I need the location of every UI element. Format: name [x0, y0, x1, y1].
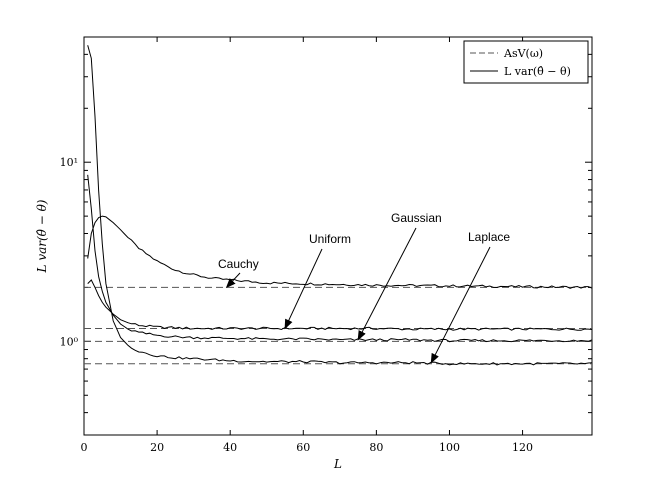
- legend-label-0: AsV(ω): [503, 47, 543, 60]
- y-axis-title: L var(θ̂ − θ): [35, 199, 49, 273]
- x-tick-label: 60: [296, 441, 310, 454]
- legend-label-1: L var(θ̂ − θ): [504, 65, 571, 78]
- series-line-gaussian: [87, 174, 593, 343]
- annotation-arrow-cauchy: [225, 272, 241, 289]
- annotation-laplace: Laplace: [468, 230, 510, 244]
- x-tick-label: 120: [512, 441, 533, 454]
- series-line-laplace: [87, 45, 593, 366]
- series-line-uniform: [87, 279, 593, 331]
- plot-frame: [83, 36, 593, 436]
- annotation-arrow-gaussian: [357, 227, 417, 341]
- annotation-uniform: Uniform: [309, 232, 351, 246]
- x-axis-title: L: [333, 457, 342, 471]
- x-tick-label: 40: [223, 441, 237, 454]
- y-tick-label: 10⁰: [60, 335, 79, 348]
- annotation-cauchy: Cauchy: [218, 257, 259, 271]
- annotation-arrow-laplace: [430, 246, 491, 364]
- annotation-gaussian: Gaussian: [391, 211, 442, 225]
- x-tick-label: 0: [81, 441, 88, 454]
- series-line-cauchy: [87, 215, 593, 289]
- y-tick-label: 10¹: [60, 156, 78, 169]
- x-tick-label: 20: [150, 441, 164, 454]
- legend-box: [463, 40, 589, 84]
- x-tick-label: 80: [369, 441, 383, 454]
- x-tick-label: 100: [439, 441, 460, 454]
- annotation-arrow-uniform: [284, 248, 323, 330]
- plot-area: 0 20 40 60 80 100 120 10⁰ 10¹ L L var(θ̂ − θ) Cauch…: [35, 36, 593, 471]
